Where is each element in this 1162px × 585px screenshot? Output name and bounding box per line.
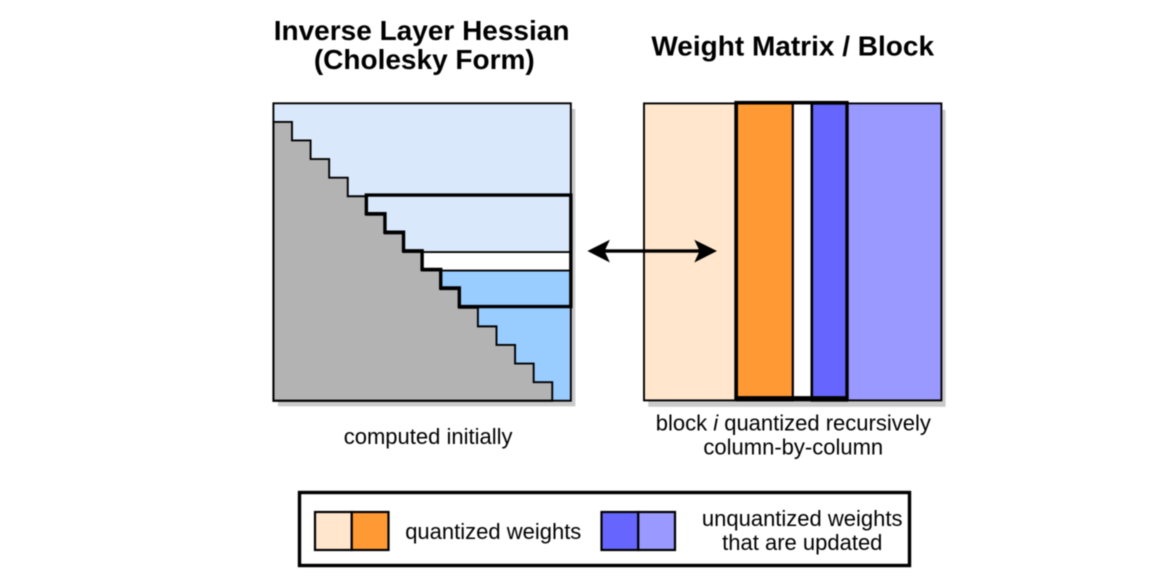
svg-text:that are updated: that are updated	[722, 530, 882, 555]
svg-text:unquantized weights: unquantized weights	[702, 506, 903, 531]
svg-text:computed initially: computed initially	[344, 424, 513, 449]
svg-text:block i quantized recursively: block i quantized recursively	[656, 411, 931, 436]
svg-text:column-by-column: column-by-column	[703, 435, 883, 460]
svg-text:Weight Matrix / Block: Weight Matrix / Block	[651, 31, 934, 62]
svg-text:(Cholesky Form): (Cholesky Form)	[314, 44, 535, 75]
svg-text:Inverse Layer Hessian: Inverse Layer Hessian	[274, 15, 570, 46]
svg-text:quantized weights: quantized weights	[405, 519, 581, 544]
